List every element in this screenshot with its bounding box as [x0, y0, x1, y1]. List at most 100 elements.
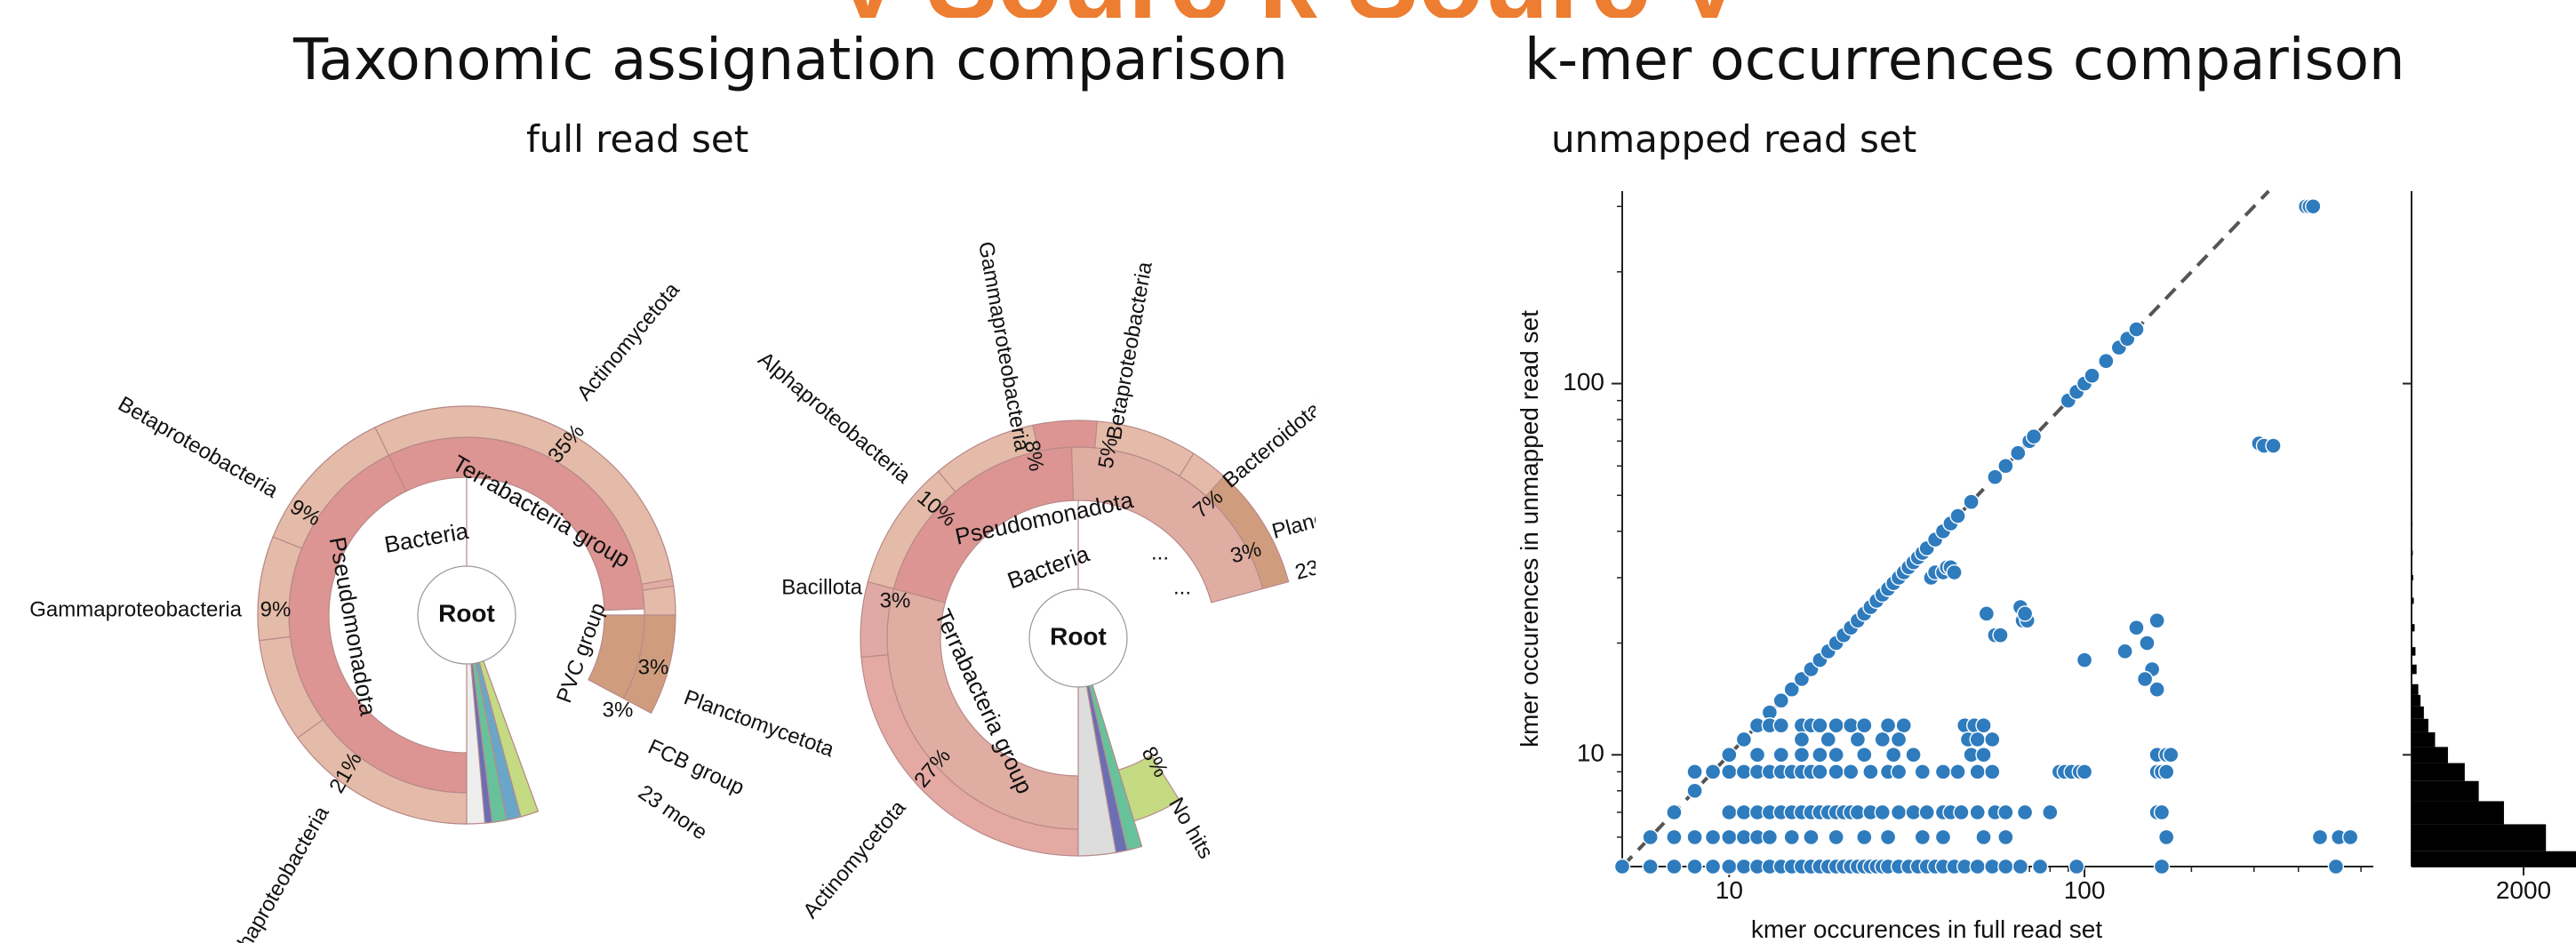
hist-bar: [2412, 624, 2415, 632]
scatter-point: [1721, 858, 1738, 875]
scatter-point: [1772, 692, 1789, 709]
scatter-point: [1874, 803, 1891, 821]
scatter-point: [2012, 858, 2029, 875]
scatter-point: [2128, 619, 2145, 636]
hist-bar: [2412, 763, 2465, 781]
kmer-histogram: 20004000: [2403, 191, 2576, 904]
scatter-point: [1666, 803, 1683, 821]
bacillota-percent: 3%: [880, 588, 911, 612]
scatter-point: [1704, 763, 1722, 780]
scatter-point: [1914, 828, 1932, 846]
gammaproteobacteria-percent: 9%: [260, 597, 292, 621]
scatter-point: [2016, 605, 2034, 622]
x-axis-label: kmer occurences in full read set: [1751, 915, 2103, 943]
alphaproteobacteria-label: Alphaproteobacteria: [753, 348, 915, 489]
scatter-point: [1856, 747, 1873, 763]
hist-bar: [2412, 683, 2419, 695]
scatter-point: [1918, 803, 1935, 821]
scatter-point: [1890, 731, 1908, 748]
alphaproteobacteria-label: Alphaproteobacteria: [218, 802, 334, 943]
scatter-point: [1772, 716, 1789, 734]
scatter-point: [2076, 651, 2093, 668]
scatter-point: [1884, 747, 1902, 763]
scatter-point: [1820, 731, 1836, 748]
scatter-point: [2136, 670, 2154, 688]
scatter-point: [1969, 803, 1986, 821]
hist-bar: [2412, 718, 2428, 732]
scatter-point: [1997, 828, 2014, 846]
scatter-point: [1963, 493, 1980, 510]
scatter-point: [1890, 803, 1908, 821]
left-section-subtitle: full read set: [526, 117, 749, 161]
planctomycetota-segment: [642, 585, 676, 616]
krona-unmapped-chart: RootBacteriaPseudomonadotaTerrabacteria …: [753, 240, 1316, 923]
more-segment: [1205, 475, 1290, 590]
scatter-point: [2148, 611, 2165, 629]
scatter-point: [1984, 763, 2001, 780]
scatter-point: [1761, 828, 1779, 846]
scatter-point: [2163, 747, 2180, 763]
scatter-point: [2116, 643, 2133, 660]
scatter-point: [1997, 803, 2014, 821]
y-axis-label: kmer occurences in unmapped read set: [1516, 310, 1543, 747]
hist-bar: [2412, 694, 2421, 707]
scatter-point: [1949, 507, 1966, 524]
scatter-point: [1934, 763, 1952, 780]
scatter-point: [2153, 803, 2171, 821]
hist-bar: [2412, 747, 2448, 763]
scatter-point: [2153, 858, 2171, 875]
scatter-point: [1969, 763, 1986, 780]
hist-x-tick-label: 2000: [2496, 876, 2551, 904]
scatter-point: [1812, 747, 1828, 763]
scatter-point: [1704, 858, 1722, 875]
actinomycetota-label: Actinomycetota: [798, 795, 911, 923]
scatter-point: [1721, 747, 1738, 763]
scatter-point: [2157, 828, 2175, 846]
root-label: Root: [1050, 622, 1107, 650]
kmer-scatter-plot: 10 100 10 100 kmer occurences in full read s…: [1516, 189, 2373, 943]
scatter-point: [1862, 763, 1879, 780]
scatter-point: [1849, 731, 1867, 748]
hist-bar: [2412, 780, 2479, 802]
scatter-point: [1721, 803, 1738, 821]
actinomycetota-segment: [374, 405, 674, 585]
krona-full-chart: RootBacteriaPseudomonadotaTerrabacteria …: [29, 277, 837, 943]
scatter-point: [1812, 716, 1828, 734]
top-banner-fragment: y Sourc k Sourc y: [0, 0, 2576, 18]
nohits-label: No hits: [1164, 794, 1218, 863]
scatter-point: [1997, 458, 2014, 475]
scatter-point: [1783, 828, 1800, 846]
scatter-point: [1969, 858, 1986, 875]
scatter-point: [1895, 716, 1912, 734]
more-label: 23 more: [634, 780, 712, 845]
scatter-point: [1890, 763, 1908, 780]
hist-bar: [2412, 664, 2417, 675]
scatter-point: [1793, 731, 1811, 748]
hist-bar: [2412, 574, 2413, 581]
scatter-point: [1987, 468, 2004, 485]
scatter-point: [2128, 321, 2145, 338]
scatter-point: [1843, 763, 1860, 780]
scatter-point: [1793, 670, 1811, 688]
root-label: Root: [438, 599, 495, 627]
scatter-point: [1613, 858, 1631, 875]
scatter-point: [2031, 858, 2049, 875]
scatter-point: [1686, 828, 1703, 846]
scatter-point: [2139, 635, 2156, 651]
scatter-point: [1975, 747, 1992, 763]
planctomycetota-label: Planctomycetota: [1269, 480, 1316, 544]
scatter-point: [1997, 858, 2014, 875]
scatter-point: [1828, 763, 1844, 780]
root-circle: [1028, 588, 1128, 688]
ellipsis-label-2: ...: [1173, 575, 1191, 599]
scatter-point: [1984, 731, 2001, 748]
scatter-point: [1975, 716, 1992, 734]
scatter-point: [2025, 428, 2043, 445]
scatter-point: [1735, 731, 1753, 748]
betaproteobacteria-percent: 5%: [1094, 436, 1124, 470]
scatter-point: [1949, 763, 1966, 780]
scatter-point: [1748, 747, 1766, 763]
y-tick-label: 100: [1563, 368, 1604, 396]
scatter-point: [1783, 681, 1800, 698]
scatter-point: [1975, 828, 1992, 846]
